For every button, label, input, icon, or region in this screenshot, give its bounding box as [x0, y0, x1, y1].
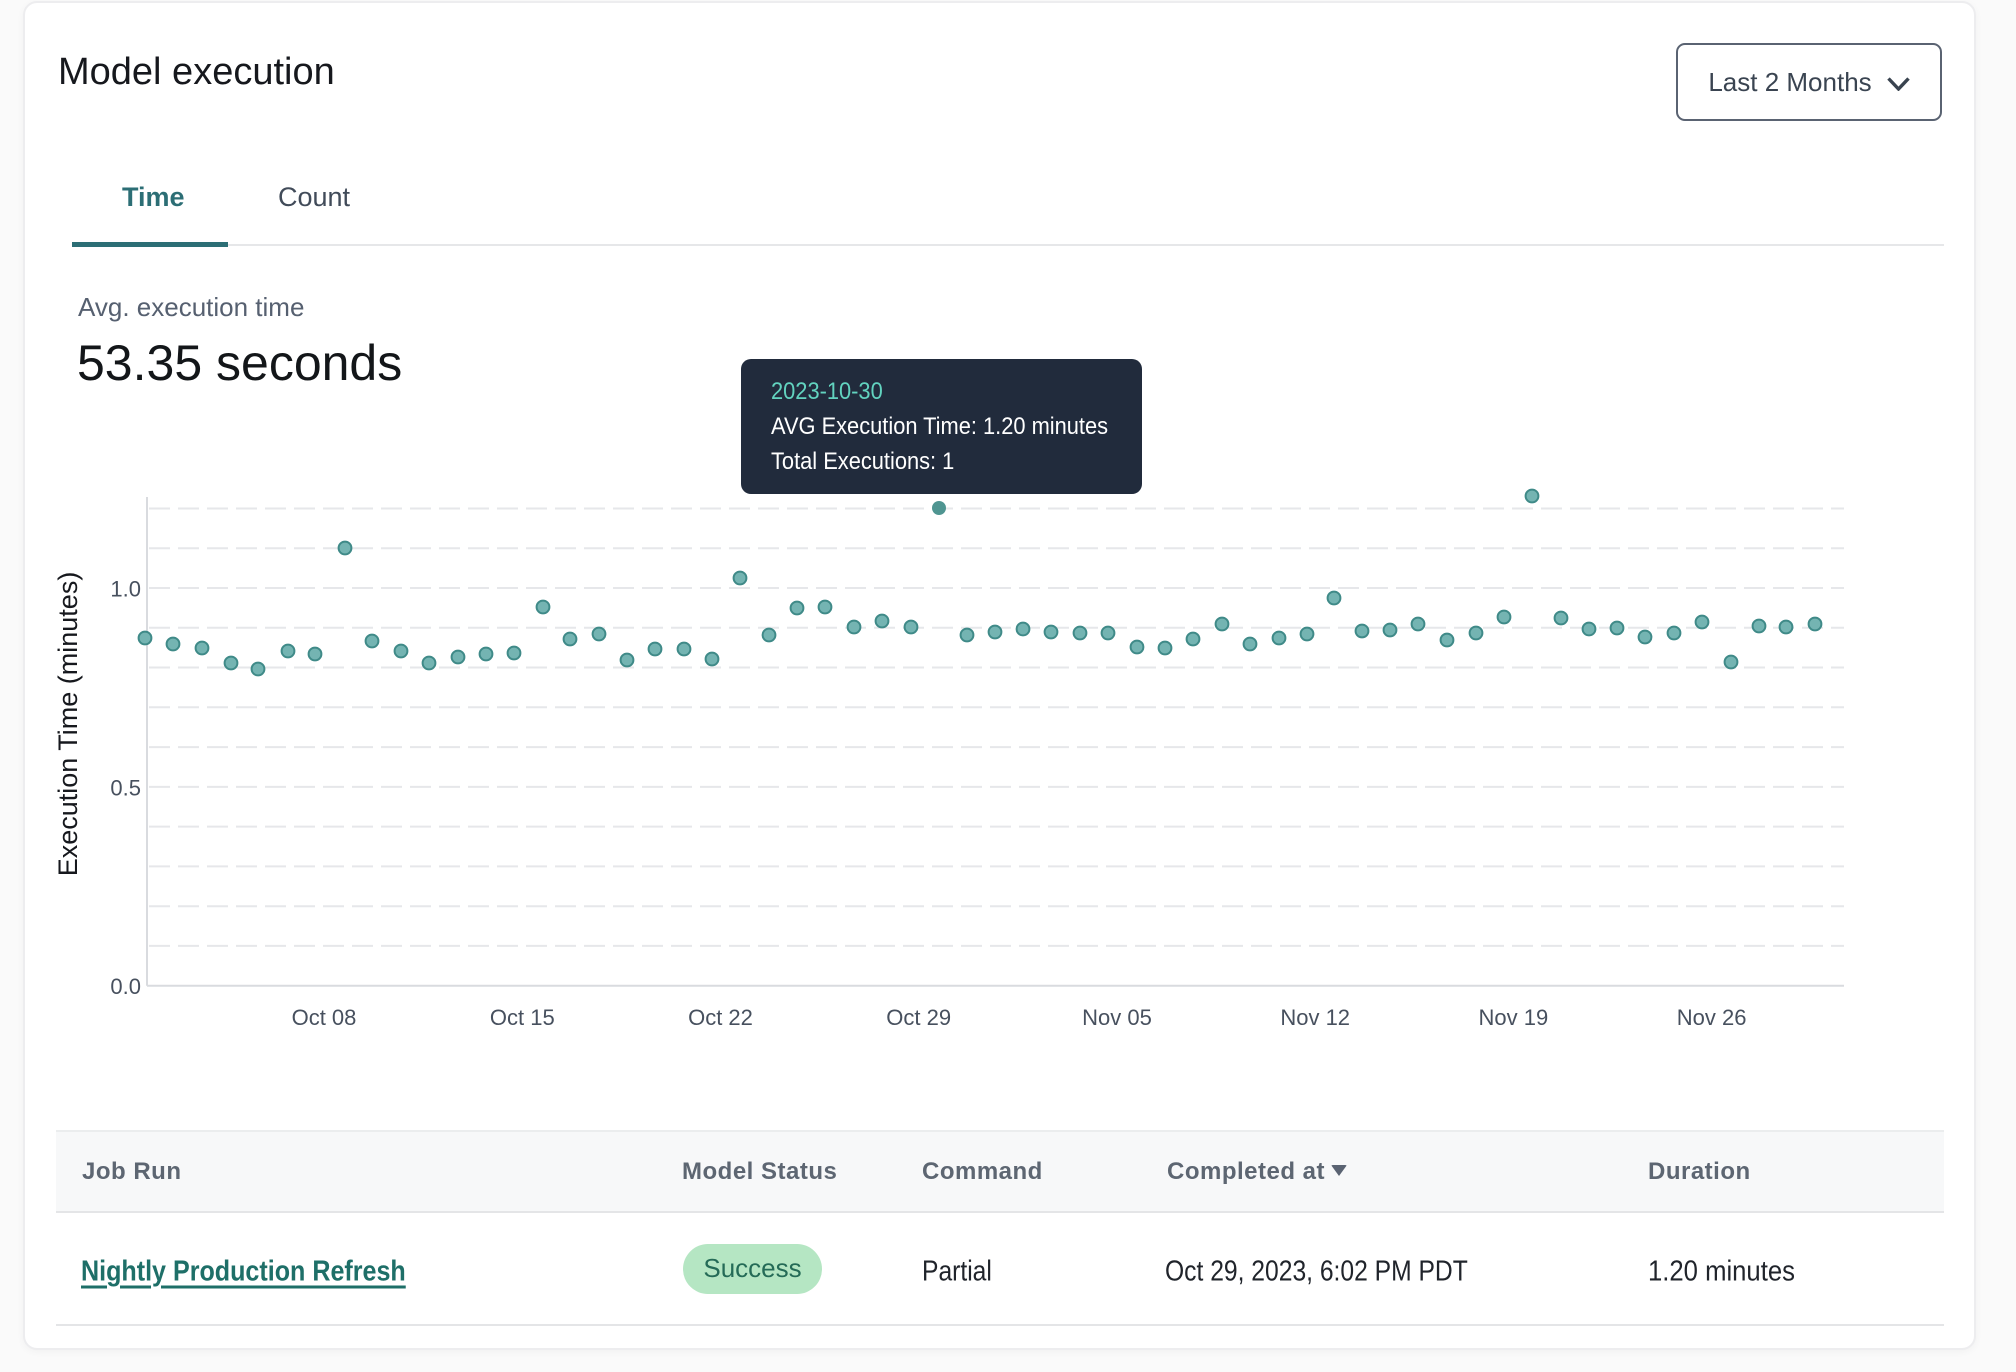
- svg-text:1.0: 1.0: [110, 577, 141, 602]
- svg-text:Oct 29: Oct 29: [886, 1005, 951, 1030]
- svg-text:Nov 05: Nov 05: [1082, 1005, 1152, 1030]
- svg-text:Nov 19: Nov 19: [1479, 1005, 1549, 1030]
- svg-text:Oct 22: Oct 22: [688, 1005, 753, 1030]
- svg-text:Nov 12: Nov 12: [1280, 1005, 1350, 1030]
- svg-text:Execution Time (minutes): Execution Time (minutes): [53, 572, 83, 877]
- svg-text:0.0: 0.0: [110, 974, 141, 999]
- svg-text:Oct 15: Oct 15: [490, 1005, 555, 1030]
- svg-text:0.5: 0.5: [110, 775, 141, 800]
- svg-text:Nov 26: Nov 26: [1677, 1005, 1747, 1030]
- svg-text:Oct 08: Oct 08: [292, 1005, 357, 1030]
